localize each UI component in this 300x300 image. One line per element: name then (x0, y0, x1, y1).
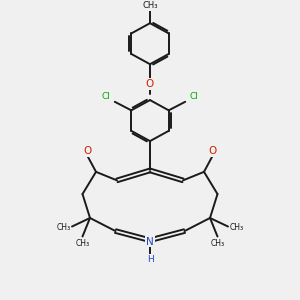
Text: Cl: Cl (190, 92, 199, 101)
Text: CH₃: CH₃ (142, 1, 158, 10)
Text: CH₃: CH₃ (56, 223, 71, 232)
Text: Cl: Cl (101, 92, 110, 101)
Text: CH₃: CH₃ (229, 223, 244, 232)
Text: H: H (147, 255, 153, 264)
Text: O: O (83, 146, 92, 156)
Text: O: O (146, 79, 154, 89)
Text: N: N (146, 237, 154, 247)
Text: CH₃: CH₃ (75, 239, 90, 248)
Text: O: O (208, 146, 217, 156)
Text: CH₃: CH₃ (210, 239, 225, 248)
